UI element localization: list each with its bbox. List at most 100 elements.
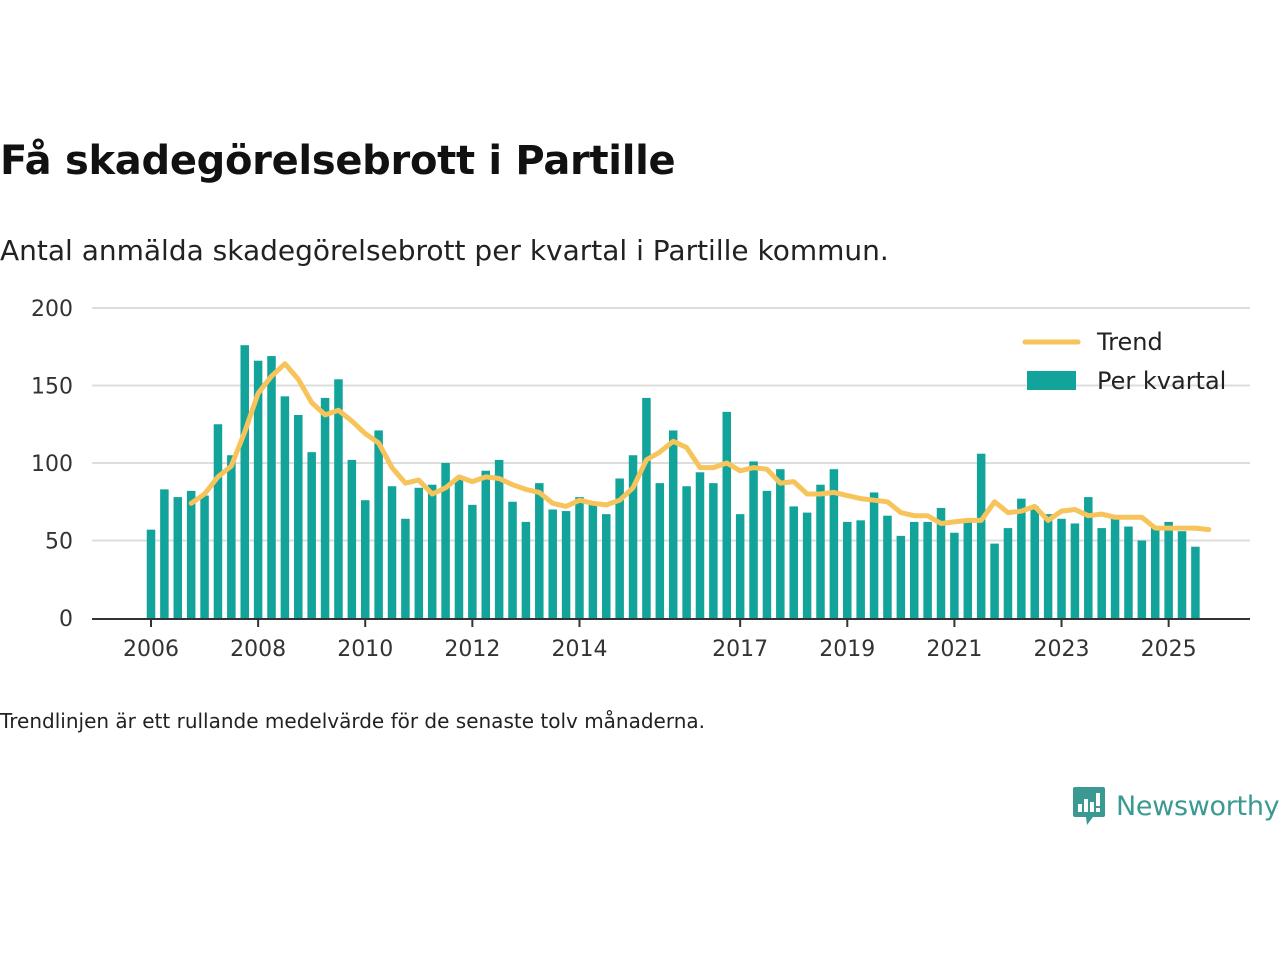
- bar-67: [1043, 514, 1053, 618]
- bar-62: [976, 453, 986, 618]
- bar-75: [1151, 528, 1160, 618]
- bar-31: [561, 511, 571, 618]
- x-tick-label-2006: 2006: [123, 637, 179, 662]
- bar-6: [227, 455, 236, 618]
- bar-4: [200, 495, 209, 618]
- bar-72: [1110, 518, 1120, 618]
- bar-53: [856, 520, 865, 618]
- y-tick-label-50: 50: [45, 530, 73, 555]
- bar-50: [816, 484, 825, 618]
- bar-48: [789, 506, 798, 618]
- trend-line: [188, 361, 1212, 533]
- bar-61: [963, 518, 973, 618]
- legend-bars-label: Per kvartal: [1097, 367, 1226, 395]
- bar-5: [213, 424, 223, 618]
- bar-15: [347, 459, 357, 618]
- x-axis-ticks: 2006 2008 2010 2012 2014 2017 2019 2021 2023 2025: [123, 619, 1197, 662]
- chart-subtitle: Antal anmälda skadegörelsebrott per kvar…: [0, 234, 889, 267]
- bar-30: [548, 509, 557, 618]
- bar-40: [682, 486, 691, 618]
- bar-70: [1084, 497, 1093, 618]
- y-tick-label-0: 0: [59, 607, 73, 632]
- y-tick-label-150: 150: [31, 375, 73, 400]
- bar-59: [936, 507, 946, 618]
- bar-7: [240, 345, 249, 618]
- bar-23: [454, 476, 464, 618]
- footnote: Trendlinjen är ett rullande medelvärde f…: [0, 709, 706, 733]
- bar-10: [280, 396, 290, 618]
- bar-33: [588, 504, 598, 618]
- bar-32: [575, 497, 584, 618]
- bar-9: [267, 356, 276, 618]
- bar-25: [481, 470, 490, 618]
- y-tick-label-200: 200: [31, 297, 73, 322]
- bar-74: [1137, 540, 1147, 618]
- bar-1: [160, 489, 169, 618]
- bar-49: [802, 512, 812, 618]
- chart: 0 50 100 150 200 2006 2008 2010 2012 2014 2017 201…: [31, 297, 1250, 662]
- bar-2: [173, 497, 183, 618]
- x-tick-label-2014: 2014: [551, 637, 607, 662]
- chart-title: Få skadegörelsebrott i Partille: [0, 138, 676, 184]
- bar-78: [1191, 546, 1200, 618]
- bar-3: [186, 490, 196, 618]
- bar-12: [307, 452, 316, 618]
- x-tick-label-2010: 2010: [337, 637, 393, 662]
- bar-43: [722, 411, 732, 618]
- bar-series: [146, 345, 1200, 618]
- bar-58: [923, 521, 932, 618]
- bar-47: [776, 469, 785, 618]
- bar-66: [1030, 506, 1039, 618]
- legend-trend-label: Trend: [1096, 328, 1163, 356]
- x-tick-label-2021: 2021: [926, 637, 982, 662]
- bar-76: [1164, 521, 1173, 618]
- bar-13: [320, 397, 330, 618]
- bar-42: [709, 483, 718, 618]
- bar-11: [294, 414, 303, 618]
- bar-29: [535, 483, 544, 618]
- bar-39: [668, 430, 678, 618]
- x-tick-label-2025: 2025: [1141, 637, 1197, 662]
- bar-28: [521, 521, 531, 618]
- bar-14: [334, 379, 343, 618]
- bar-17: [374, 430, 383, 618]
- bar-77: [1177, 531, 1187, 618]
- brand-name: Newsworthy: [1116, 790, 1280, 822]
- bar-36: [628, 455, 638, 618]
- bar-24: [468, 504, 477, 618]
- bar-38: [655, 483, 665, 618]
- bar-71: [1097, 528, 1106, 618]
- bar-19: [401, 518, 410, 618]
- y-tick-label-100: 100: [31, 452, 73, 477]
- bar-46: [762, 490, 772, 618]
- x-tick-label-2017: 2017: [712, 637, 768, 662]
- bar-60: [950, 532, 959, 618]
- bar-27: [508, 501, 517, 618]
- brand: Newsworthy: [1072, 786, 1280, 826]
- bar-34: [602, 514, 611, 618]
- bar-37: [642, 397, 651, 618]
- bar-69: [1070, 523, 1080, 618]
- bar-44: [735, 514, 745, 618]
- bar-18: [387, 486, 397, 618]
- bar-57: [909, 521, 919, 618]
- x-tick-label-2012: 2012: [444, 637, 500, 662]
- bar-45: [749, 461, 758, 618]
- bar-63: [990, 543, 999, 618]
- y-axis-ticks: 0 50 100 150 200: [31, 297, 73, 632]
- bar-65: [1017, 498, 1026, 618]
- legend-bar-swatch: [1027, 371, 1076, 390]
- bar-0: [146, 529, 156, 618]
- bar-52: [843, 521, 852, 618]
- bar-20: [414, 487, 424, 618]
- bar-54: [869, 492, 879, 618]
- newsworthy-logo-icon: [1073, 787, 1105, 825]
- bar-35: [615, 478, 624, 618]
- bar-68: [1057, 518, 1066, 618]
- bar-41: [695, 472, 705, 618]
- x-tick-label-2008: 2008: [230, 637, 286, 662]
- bar-8: [253, 360, 263, 618]
- bar-73: [1124, 526, 1133, 618]
- bar-56: [896, 535, 906, 618]
- bar-64: [1003, 528, 1013, 618]
